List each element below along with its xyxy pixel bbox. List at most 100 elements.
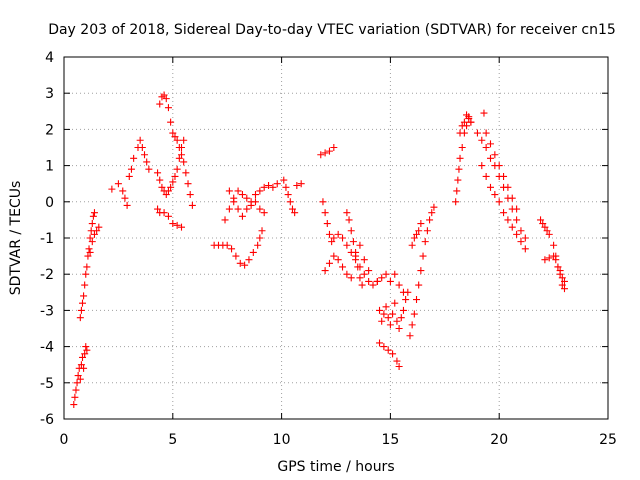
data-point — [256, 187, 264, 195]
data-point — [125, 172, 133, 180]
data-point — [169, 178, 177, 186]
data-point — [347, 274, 355, 282]
y-tick-label: -5 — [40, 376, 54, 392]
data-point — [293, 182, 301, 190]
data-point — [334, 256, 342, 264]
data-point — [232, 252, 240, 260]
series-arc-j — [225, 187, 268, 220]
data-point — [80, 364, 88, 372]
data-point — [354, 263, 362, 271]
data-point — [288, 205, 296, 213]
data-point — [145, 165, 153, 173]
data-point — [541, 223, 549, 231]
data-point — [169, 220, 177, 228]
data-point — [256, 234, 264, 242]
data-point — [517, 238, 525, 246]
data-point — [158, 183, 166, 191]
data-point — [70, 401, 78, 409]
data-point — [85, 245, 93, 253]
data-point — [495, 198, 503, 206]
data-point — [178, 223, 186, 231]
data-point — [178, 151, 186, 159]
data-point — [171, 133, 179, 141]
data-point — [321, 267, 329, 275]
series-arc-r — [376, 339, 403, 371]
data-point — [508, 194, 516, 202]
data-point — [238, 191, 246, 199]
data-point — [130, 154, 138, 162]
data-point — [188, 201, 196, 209]
data-point — [356, 274, 364, 282]
series-arc-ab — [550, 241, 568, 285]
data-point — [325, 259, 333, 267]
x-tick-label: 20 — [490, 432, 508, 448]
x-tick-labels: 0 5 10 15 20 25 — [60, 432, 617, 448]
y-axis-label: SDTVAR / TECUs — [8, 181, 24, 296]
data-point — [282, 183, 290, 191]
data-point — [380, 310, 388, 318]
data-point — [243, 205, 251, 213]
data-point — [77, 361, 85, 369]
data-point — [473, 129, 481, 137]
data-point — [228, 245, 236, 253]
data-point — [167, 118, 175, 126]
data-point — [500, 172, 508, 180]
data-point — [413, 230, 421, 238]
data-point — [360, 256, 368, 264]
data-point — [317, 151, 325, 159]
data-point — [417, 267, 425, 275]
series-arc-m — [319, 198, 381, 289]
data-point — [513, 205, 521, 213]
data-point — [558, 274, 566, 282]
data-point — [393, 357, 401, 365]
x-tick-label: 10 — [273, 432, 291, 448]
y-tick-label: -4 — [40, 340, 54, 356]
series-arc-q — [376, 288, 412, 332]
data-point — [404, 288, 412, 296]
data-point — [84, 252, 92, 260]
data-point — [478, 136, 486, 144]
data-point — [182, 169, 190, 177]
data-point — [77, 306, 85, 314]
series-arc-d — [108, 136, 153, 209]
data-point — [491, 151, 499, 159]
data-point — [454, 176, 462, 184]
data-point — [550, 241, 558, 249]
data-point — [358, 281, 366, 289]
data-point — [225, 205, 233, 213]
data-point — [343, 270, 351, 278]
data-point — [399, 306, 407, 314]
series-arc-u — [452, 115, 475, 206]
x-tick-label: 5 — [168, 432, 177, 448]
data-point — [378, 274, 386, 282]
y-tick-labels: -6 -5 -4 -3 -2 -1 0 1 2 3 4 — [40, 50, 54, 428]
series-arc-o — [343, 209, 366, 289]
data-point — [81, 281, 89, 289]
data-point — [339, 263, 347, 271]
data-point — [393, 317, 401, 325]
data-point — [560, 285, 568, 293]
data-point — [221, 216, 229, 224]
data-point — [386, 277, 394, 285]
data-point — [156, 100, 164, 108]
data-point — [119, 187, 127, 195]
data-point — [467, 118, 475, 126]
data-point — [365, 277, 373, 285]
data-point — [76, 314, 84, 322]
x-tick-label: 25 — [599, 432, 617, 448]
data-point — [121, 194, 129, 202]
data-point — [164, 187, 172, 195]
y-tick-label: 1 — [45, 159, 54, 175]
data-point — [82, 343, 90, 351]
data-point — [89, 212, 97, 220]
data-point — [81, 350, 89, 358]
data-point — [88, 238, 96, 246]
series-arc-h — [210, 227, 266, 269]
data-point — [265, 182, 273, 190]
data-point — [71, 393, 79, 401]
data-point — [167, 183, 175, 191]
data-point — [406, 332, 414, 340]
data-point — [162, 191, 170, 199]
data-point — [230, 198, 238, 206]
data-point — [345, 216, 353, 224]
